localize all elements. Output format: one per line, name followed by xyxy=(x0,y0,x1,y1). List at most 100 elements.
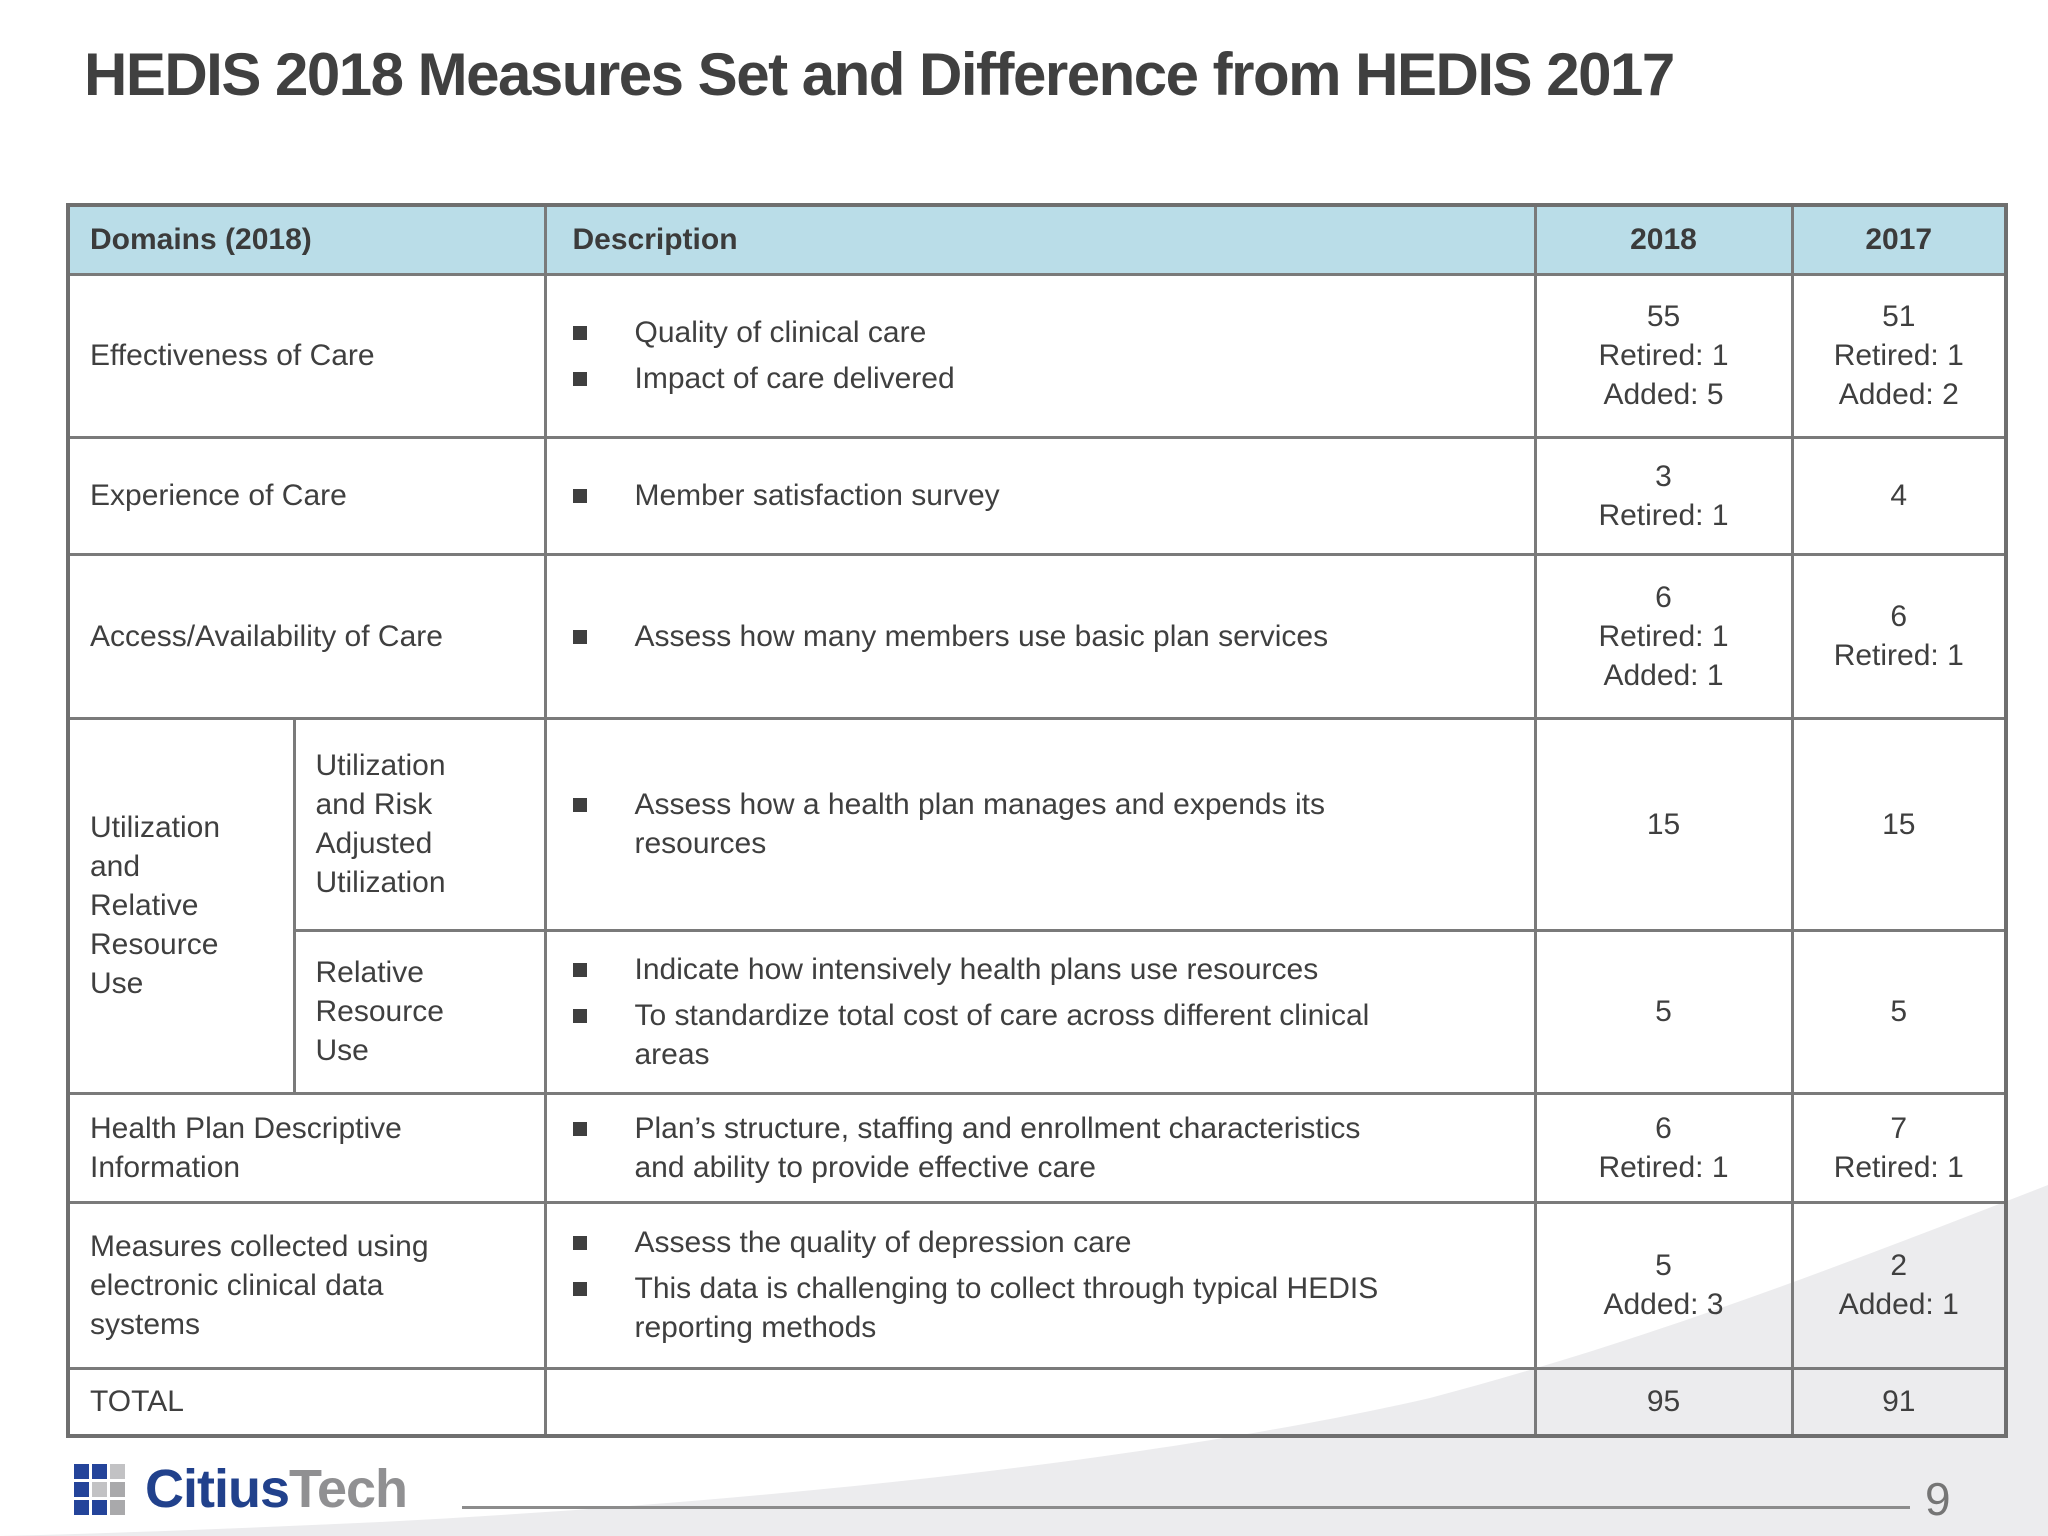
domain-sub-label: Utilization and Risk Adjusted Utilizatio… xyxy=(315,749,446,899)
bullet-icon xyxy=(572,1008,587,1023)
bullet-icon xyxy=(572,326,587,340)
count-line: 6 xyxy=(1655,580,1672,614)
count-line: 6 xyxy=(1890,600,1908,633)
count-line: Added: 5 xyxy=(1603,378,1724,411)
count-line: Retired: 1 xyxy=(1598,339,1729,372)
count-line: 15 xyxy=(1646,807,1681,841)
bullet-item: Assess the quality of depression care xyxy=(572,1223,1518,1262)
count-2017-cell: 15 xyxy=(1790,716,2008,932)
bullet-text: Assess how a health plan manages and exp… xyxy=(634,788,1325,860)
bullet-icon xyxy=(572,1121,587,1136)
count-line: 6 xyxy=(1655,1111,1672,1145)
hedis-measures-table: Domains (2018) Description 2018 2017 Eff… xyxy=(66,203,2008,1438)
bullet-item: Plan’s structure, staffing and enrollmen… xyxy=(572,1109,1518,1187)
domain-group-label: Utilization and Relative Resource Use xyxy=(90,811,221,1000)
count-2017-cell: 4 xyxy=(1790,435,2008,556)
bullet-text: Quality of clinical care xyxy=(634,316,927,349)
citiustech-logo-mark-icon xyxy=(74,1463,125,1515)
count-line: Added: 1 xyxy=(1838,1288,1959,1321)
count-line: 5 xyxy=(1890,995,1908,1028)
bullet-icon xyxy=(572,962,587,977)
count-line: Retired: 1 xyxy=(1598,1150,1729,1184)
header-domains: Domains (2018) xyxy=(66,203,547,276)
description-cell-empty xyxy=(543,1366,1537,1438)
count-line: 2 xyxy=(1890,1249,1908,1282)
count-2017-cell: 51 Retired: 1 Added: 2 xyxy=(1790,272,2008,439)
bullet-icon xyxy=(572,1282,587,1296)
bullet-icon xyxy=(572,629,587,644)
count-2018-cell: 15 xyxy=(1533,716,1794,932)
count-2017-cell: 7 Retired: 1 xyxy=(1790,1091,2008,1204)
domain-cell: Measures collected using electronic clin… xyxy=(66,1200,547,1370)
bullet-item: Member satisfaction survey xyxy=(572,476,1518,515)
table-row-experience: Experience of Care Member satisfaction s… xyxy=(66,435,2008,556)
bullet-text: Plan’s structure, staffing and enrollmen… xyxy=(634,1111,1361,1184)
count-2018-cell: 3 Retired: 1 xyxy=(1533,435,1794,556)
bullet-text: Indicate how intensively health plans us… xyxy=(634,952,1319,986)
count-line: Retired: 1 xyxy=(1598,498,1729,532)
bullet-text: This data is challenging to collect thro… xyxy=(634,1272,1379,1344)
description-cell: Member satisfaction survey xyxy=(543,435,1537,556)
description-cell: Plan’s structure, staffing and enrollmen… xyxy=(543,1091,1537,1204)
bullet-text: Impact of care delivered xyxy=(634,362,955,395)
bullet-item: To standardize total cost of care across… xyxy=(572,996,1518,1074)
table-header-row: Domains (2018) Description 2018 2017 xyxy=(66,203,2008,276)
bullet-item: Assess how a health plan manages and exp… xyxy=(572,785,1518,863)
domain-sub-cell: Utilization and Risk Adjusted Utilizatio… xyxy=(292,716,547,932)
count-2017-cell: 6 Retired: 1 xyxy=(1790,552,2008,720)
bullet-icon xyxy=(572,798,587,812)
count-2017-cell: 5 xyxy=(1790,928,2008,1095)
bullet-text: To standardize total cost of care across… xyxy=(634,998,1370,1071)
count-line: 5 xyxy=(1655,995,1672,1028)
header-2018: 2018 xyxy=(1533,203,1794,276)
domain-cell: Effectiveness of Care xyxy=(66,272,547,439)
count-line: Added: 2 xyxy=(1838,378,1959,411)
bullet-icon xyxy=(572,489,587,503)
domain-label: Experience of Care xyxy=(90,479,347,512)
bullet-item: Impact of care delivered xyxy=(572,359,1518,398)
total-2018-cell: 95 xyxy=(1533,1366,1794,1438)
header-description: Description xyxy=(543,203,1537,276)
count-line: Added: 1 xyxy=(1603,658,1724,692)
domain-cell: Experience of Care xyxy=(66,435,547,556)
count-2018-cell: 55 Retired: 1 Added: 5 xyxy=(1533,272,1794,439)
domain-cell: Access/Availability of Care xyxy=(66,552,547,720)
count-line: Added: 3 xyxy=(1603,1288,1724,1321)
bullet-text: Assess how many members use basic plan s… xyxy=(634,619,1329,653)
count-line: 7 xyxy=(1890,1111,1908,1145)
count-line: 55 xyxy=(1646,300,1681,333)
count-line: 5 xyxy=(1655,1249,1672,1282)
count-line: Retired: 1 xyxy=(1598,619,1729,653)
count-line: 3 xyxy=(1655,459,1672,493)
table-row-effectiveness: Effectiveness of Care Quality of clinica… xyxy=(66,272,2008,439)
bullet-icon xyxy=(572,1236,587,1250)
bullet-text: Assess the quality of depression care xyxy=(634,1226,1132,1259)
domain-label: Measures collected using electronic clin… xyxy=(90,1229,429,1341)
count-line: Retired: 1 xyxy=(1833,639,1964,672)
bullet-item: Quality of clinical care xyxy=(572,313,1518,352)
description-cell: Assess how many members use basic plan s… xyxy=(543,552,1537,720)
table-row-total: TOTAL 95 91 xyxy=(66,1366,2008,1438)
footer-divider-line xyxy=(462,1506,1910,1509)
count-2017-cell: 2 Added: 1 xyxy=(1790,1200,2008,1370)
logo-text-tech: Tech xyxy=(289,1459,408,1519)
count-line: 95 xyxy=(1646,1385,1681,1419)
description-cell: Assess how a health plan manages and exp… xyxy=(543,716,1537,932)
domain-label: Access/Availability of Care xyxy=(90,619,443,653)
total-2017-cell: 91 xyxy=(1790,1366,2008,1438)
table-row-access: Access/Availability of Care Assess how m… xyxy=(66,552,2008,720)
count-2018-cell: 6 Retired: 1 Added: 1 xyxy=(1533,552,1794,720)
count-2018-cell: 6 Retired: 1 xyxy=(1533,1091,1794,1204)
bullet-item: Assess how many members use basic plan s… xyxy=(572,617,1518,656)
bullet-item: Indicate how intensively health plans us… xyxy=(572,950,1518,989)
description-cell: Indicate how intensively health plans us… xyxy=(543,928,1537,1095)
table-row-health-plan: Health Plan Descriptive Information Plan… xyxy=(66,1091,2008,1204)
count-line: 51 xyxy=(1882,300,1916,333)
count-line: Retired: 1 xyxy=(1833,339,1964,372)
domain-cell: Health Plan Descriptive Information xyxy=(66,1091,547,1204)
count-2018-cell: 5 Added: 3 xyxy=(1533,1200,1794,1370)
count-line: 4 xyxy=(1890,479,1908,512)
logo-text-citius: Citius xyxy=(145,1459,290,1519)
